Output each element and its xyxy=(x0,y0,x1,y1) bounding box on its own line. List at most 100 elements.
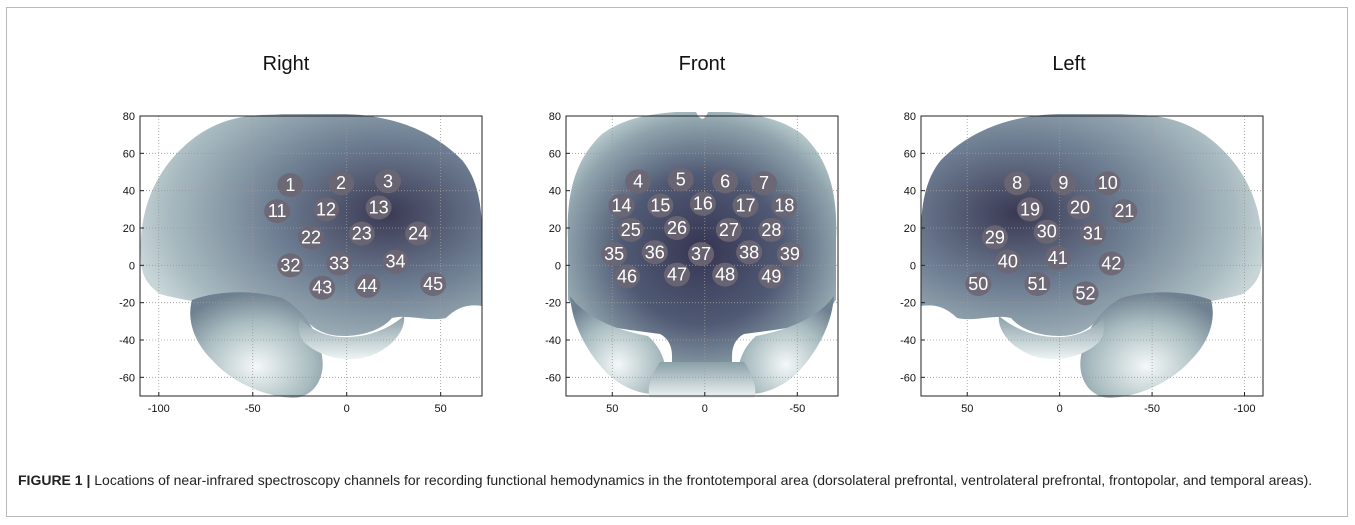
figure-canvas: Right Front Left 806040200-20-40-60-100-… xyxy=(119,53,1264,415)
channel-label: 13 xyxy=(369,197,389,217)
axes-frame xyxy=(565,115,839,397)
channel-marker xyxy=(405,221,432,246)
channel-marker xyxy=(689,191,716,216)
channel-label: 36 xyxy=(645,242,665,262)
channel-label: 20 xyxy=(1070,197,1090,217)
channel-marker xyxy=(601,242,628,267)
channel-label: 44 xyxy=(357,276,377,296)
panel-title-front: Front xyxy=(679,53,726,75)
x-tick-label: -100 xyxy=(148,403,170,415)
channel-marker xyxy=(1004,171,1031,196)
x-tick-label: 0 xyxy=(1057,403,1063,415)
channel-marker xyxy=(641,240,668,265)
channel-label: 1 xyxy=(285,175,295,195)
axes-panel-1: 80 60 40 20 0 -20 -40 -60 -100 -50 0 50 xyxy=(119,111,483,415)
channel-label: 28 xyxy=(761,220,781,240)
channel-marker xyxy=(608,193,635,218)
channel-marker xyxy=(1079,221,1106,246)
channel-marker xyxy=(1111,199,1138,224)
channel-label: 38 xyxy=(739,242,759,262)
channel-marker xyxy=(1044,245,1071,270)
channel-label: 27 xyxy=(719,220,739,240)
x-tick-label: -50 xyxy=(789,403,805,415)
channel-marker xyxy=(420,272,447,296)
x-tick-label: 50 xyxy=(435,403,447,415)
channel-label: 10 xyxy=(1098,173,1118,193)
x-tick-label: 0 xyxy=(344,403,350,415)
y-tick-label: -60 xyxy=(119,372,135,384)
channel-marker xyxy=(382,249,409,274)
figure-frame xyxy=(6,7,1348,517)
axes-frame xyxy=(920,115,1264,397)
y-tick-label: -40 xyxy=(900,335,916,347)
channel-label: 24 xyxy=(408,224,428,244)
channel-label: 31 xyxy=(1083,224,1103,244)
channel-label: 39 xyxy=(780,244,800,264)
y-tick-label: 80 xyxy=(904,111,916,123)
channel-label: 15 xyxy=(650,196,670,216)
channel-marker xyxy=(614,264,641,289)
channel-marker xyxy=(625,169,652,194)
channel-label: 9 xyxy=(1058,173,1068,193)
brain-right-temporal-lobe xyxy=(190,292,323,398)
channel-label: 34 xyxy=(386,252,406,272)
panel-title-right: Right xyxy=(263,53,310,75)
channel-label: 21 xyxy=(1114,201,1134,221)
y-tick-label: -20 xyxy=(900,298,916,310)
channel-marker xyxy=(617,217,644,242)
channel-label: 49 xyxy=(761,267,781,287)
y-tick-label: 40 xyxy=(904,186,916,198)
channel-marker xyxy=(277,253,304,278)
channel-marker xyxy=(365,195,392,220)
channel-marker xyxy=(667,167,694,192)
y-tick-label: 80 xyxy=(123,111,135,123)
channel-marker xyxy=(1050,171,1077,196)
y-tick-label: -60 xyxy=(545,372,561,384)
y-tick-label: 60 xyxy=(123,148,135,160)
channel-marker xyxy=(328,171,355,196)
channel-marker xyxy=(758,217,785,242)
channel-marker xyxy=(758,264,785,289)
x-tick-label: -100 xyxy=(1233,403,1255,415)
caption-label: FIGURE 1 | xyxy=(18,472,91,488)
channel-label: 41 xyxy=(1048,248,1068,268)
x-tick-label: 0 xyxy=(702,403,708,415)
channel-label: 50 xyxy=(968,274,988,294)
channel-marker xyxy=(732,193,759,218)
channel-label: 5 xyxy=(676,169,686,189)
channel-marker xyxy=(309,275,336,300)
channel-label: 3 xyxy=(383,171,393,191)
axes-frame xyxy=(139,115,483,397)
channel-marker xyxy=(994,249,1021,274)
channel-label: 18 xyxy=(774,196,794,216)
channel-label: 40 xyxy=(998,252,1018,272)
channel-label: 7 xyxy=(759,173,769,193)
channel-marker xyxy=(1033,219,1060,244)
channel-marker xyxy=(326,251,353,276)
y-tick-label: 40 xyxy=(123,186,135,198)
channel-label: 2 xyxy=(336,173,346,193)
y-tick-label: 80 xyxy=(549,111,561,123)
y-tick-label: 40 xyxy=(549,186,561,198)
channel-marker xyxy=(1098,251,1125,276)
channel-label: 8 xyxy=(1012,173,1022,193)
channel-label: 4 xyxy=(633,171,643,191)
channel-label: 6 xyxy=(720,171,730,191)
y-tick-label: 20 xyxy=(123,223,135,235)
channel-label: 35 xyxy=(604,244,624,264)
channel-marker xyxy=(750,171,777,196)
brain-left-temporal-lobe xyxy=(1080,292,1213,398)
channel-label: 51 xyxy=(1027,274,1047,294)
channel-label: 42 xyxy=(1101,253,1121,273)
channel-marker xyxy=(1017,197,1044,222)
brain-right-cortex xyxy=(140,114,483,336)
channel-marker xyxy=(771,193,798,218)
channel-label: 16 xyxy=(693,194,713,214)
y-tick-label: -60 xyxy=(900,372,916,384)
y-tick-label: -40 xyxy=(545,335,561,347)
x-tick-label: 50 xyxy=(606,403,618,415)
channel-marker xyxy=(715,217,742,242)
channel-marker xyxy=(264,199,291,224)
channel-marker xyxy=(348,221,375,246)
